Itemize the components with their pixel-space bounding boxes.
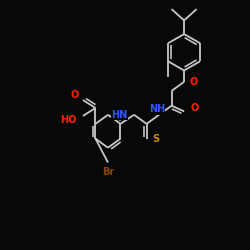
Text: O: O xyxy=(70,90,78,101)
Text: S: S xyxy=(152,134,160,144)
Text: O: O xyxy=(190,77,198,87)
Text: HN: HN xyxy=(111,110,127,120)
Text: NH: NH xyxy=(149,104,165,114)
Text: HO: HO xyxy=(60,116,76,126)
Text: Br: Br xyxy=(102,166,114,176)
Text: O: O xyxy=(191,103,199,113)
